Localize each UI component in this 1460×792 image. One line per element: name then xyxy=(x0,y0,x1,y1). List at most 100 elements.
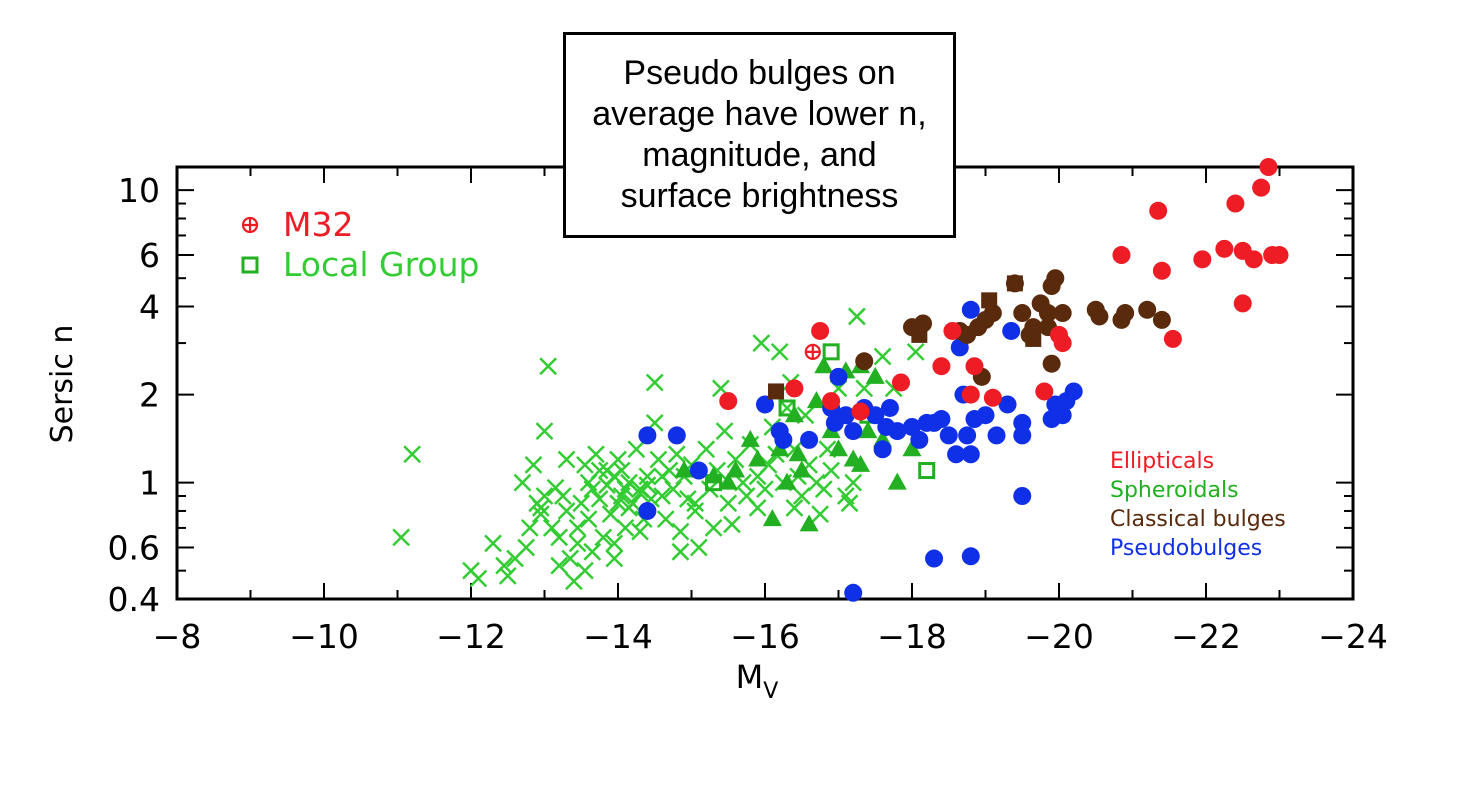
point-local-group-dwarfs xyxy=(671,522,690,541)
point-spheroidals xyxy=(865,366,885,384)
x-axis-label-main: M xyxy=(736,658,764,696)
point-ellipticals xyxy=(1233,294,1252,313)
point-local-group-dwarfs xyxy=(568,534,587,553)
point-local-group-dwarfs xyxy=(403,445,422,464)
point-local-group-dwarfs xyxy=(531,505,550,524)
point-local-group-dwarfs xyxy=(601,505,620,524)
point-local-group-dwarfs xyxy=(759,455,778,474)
point-local-group-dwarfs xyxy=(645,373,664,392)
point-pseudobulges xyxy=(1013,413,1032,432)
point-spheroidals xyxy=(718,472,738,490)
point-classical-bulges-squares xyxy=(1006,275,1023,292)
point-ellipticals xyxy=(1152,261,1171,280)
point-ellipticals xyxy=(1252,178,1271,197)
series-m32 xyxy=(804,343,821,360)
legend-pseudobulges: Pseudobulges xyxy=(1110,536,1262,561)
point-ellipticals xyxy=(1149,201,1168,220)
point-spheroidals xyxy=(726,460,746,478)
point-classical-bulges-squares xyxy=(1025,330,1042,347)
point-local-group-dwarfs xyxy=(550,556,569,575)
point-pseudobulges xyxy=(873,440,892,459)
point-local-group-dwarfs xyxy=(539,357,558,376)
y-tick-label: 6 xyxy=(139,236,160,275)
point-pseudobulges xyxy=(638,501,657,520)
point-local-group-dwarfs xyxy=(811,505,830,524)
legend-classical-bulges: Classical bulges xyxy=(1110,507,1286,532)
series-pseudobulges xyxy=(638,300,1083,602)
point-local-group-dwarfs xyxy=(719,494,738,513)
point-local-group-dwarfs xyxy=(620,498,638,517)
point-local-group-dwarfs xyxy=(469,569,488,588)
point-spheroidals xyxy=(740,429,760,447)
series-classical-bulges-squares xyxy=(768,275,1042,400)
point-pseudobulges xyxy=(866,406,885,425)
point-pseudobulges xyxy=(1013,426,1032,445)
point-local-group xyxy=(822,343,840,361)
point-pseudobulges xyxy=(958,426,977,445)
legend-m32-marker xyxy=(241,216,259,234)
x-tick-label: −24 xyxy=(1318,617,1388,656)
point-local-group-dwarfs xyxy=(609,450,627,469)
legend-local-group-symbol xyxy=(241,256,259,274)
legend-m32-label: M32 xyxy=(283,205,353,244)
point-pseudobulges xyxy=(689,461,708,480)
y-tick-label: 2 xyxy=(139,376,160,415)
point-spheroidals xyxy=(851,454,871,472)
point-local-group-dwarfs xyxy=(638,476,657,495)
point-pseudobulges xyxy=(939,426,958,445)
point-spheroidals xyxy=(674,460,694,478)
x-axis-label-subscript: V xyxy=(763,679,778,704)
point-local-group-dwarfs xyxy=(756,480,774,499)
point-ellipticals xyxy=(719,392,738,411)
point-local-group-dwarfs xyxy=(686,494,705,513)
x-tick-label: −20 xyxy=(1024,617,1094,656)
point-local-group-dwarfs xyxy=(814,480,833,499)
point-pseudobulges xyxy=(932,410,951,429)
point-local-group-dwarfs xyxy=(583,542,602,561)
point-classical-bulges xyxy=(983,304,1002,323)
point-local-group-dwarfs xyxy=(785,498,804,517)
point-ellipticals xyxy=(1035,382,1054,401)
x-tick-label: −18 xyxy=(877,617,947,656)
point-classical-bulges xyxy=(1053,304,1072,323)
point-spheroidals xyxy=(788,444,808,462)
point-spheroidals xyxy=(858,421,878,439)
x-tick-label: −10 xyxy=(289,617,359,656)
point-classical-bulges xyxy=(1038,304,1057,323)
point-local-group-dwarfs xyxy=(392,528,411,547)
point-local-group-dwarfs xyxy=(748,498,767,517)
point-local-group xyxy=(918,462,936,480)
point-local-group-dwarfs xyxy=(704,519,723,537)
point-local-group-dwarfs xyxy=(726,450,745,469)
point-local-group-dwarfs xyxy=(689,538,708,557)
point-pseudobulges xyxy=(998,395,1017,414)
point-spheroidals xyxy=(799,514,819,532)
point-local-group-dwarfs xyxy=(723,515,741,534)
point-local-group-dwarfs xyxy=(605,549,624,568)
point-classical-bulges-squares xyxy=(768,383,785,400)
x-tick-label: −16 xyxy=(730,617,800,656)
point-spheroidals xyxy=(762,509,782,527)
point-local-group-dwarfs xyxy=(667,445,686,464)
legend-ellipticals: Ellipticals xyxy=(1110,449,1214,474)
point-pseudobulges xyxy=(844,422,863,441)
legend-spheroidals: Spheroidals xyxy=(1110,478,1239,503)
point-ellipticals xyxy=(1270,246,1289,265)
point-pseudobulges xyxy=(756,395,774,414)
point-local-group-dwarfs xyxy=(594,528,613,547)
point-local-group-dwarfs xyxy=(484,534,502,553)
point-spheroidals xyxy=(748,449,768,467)
point-spheroidals xyxy=(829,439,848,457)
point-local-group-dwarfs xyxy=(906,342,925,361)
point-ellipticals xyxy=(932,357,951,376)
point-spheroidals xyxy=(902,439,922,457)
point-pseudobulges xyxy=(925,549,944,568)
point-spheroidals xyxy=(806,391,826,409)
point-ellipticals xyxy=(1163,329,1182,348)
legend-local-group-marker xyxy=(241,256,259,274)
point-local-group xyxy=(778,399,796,417)
point-pseudobulges xyxy=(829,367,848,386)
legend-item-local-group: Local Group xyxy=(241,245,480,284)
point-local-group-dwarfs xyxy=(715,422,734,441)
